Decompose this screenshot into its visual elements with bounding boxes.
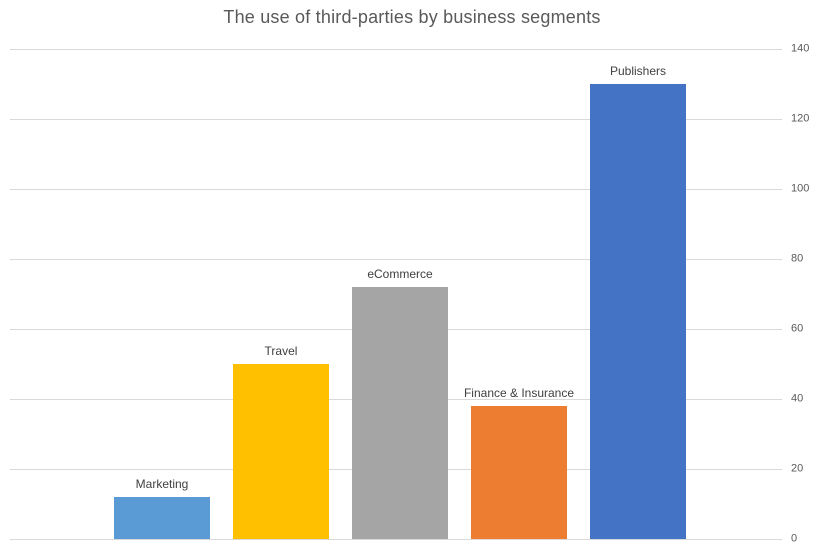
gridline-0 [10,539,782,540]
gridline-140 [10,49,782,50]
bar-label-travel: Travel [264,344,298,358]
y-axis-tick-140: 140 [791,42,810,55]
bar-publishers [590,84,686,539]
y-axis-tick-100: 100 [791,182,810,195]
chart-title: The use of third-parties by business seg… [223,7,601,27]
y-axis-tick-40: 40 [791,392,804,405]
bar-ecommerce [352,287,448,539]
bar-travel [233,364,329,539]
y-axis-tick-20: 20 [791,462,804,475]
bar-label-publishers: Publishers [609,64,667,78]
bar-label-marketing: Marketing [135,477,189,491]
y-axis-tick-80: 80 [791,252,804,265]
bar-marketing [114,497,210,539]
bar-finance-insurance [471,406,567,539]
bar-label-ecommerce: eCommerce [367,267,433,281]
y-axis-tick-60: 60 [791,322,804,335]
gridline-80 [10,259,782,260]
gridline-100 [10,189,782,190]
y-axis-tick-120: 120 [791,112,810,125]
y-axis-tick-0: 0 [791,532,798,545]
bar-label-finance-insurance: Finance & Insurance [463,386,575,400]
gridline-120 [10,119,782,120]
